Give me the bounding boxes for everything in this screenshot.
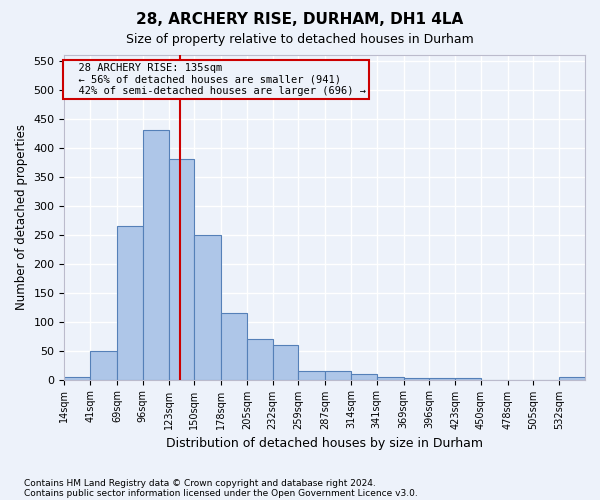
Bar	[559, 376, 585, 380]
Text: Size of property relative to detached houses in Durham: Size of property relative to detached ho…	[126, 32, 474, 46]
Bar	[404, 378, 429, 380]
Bar	[377, 376, 404, 380]
Y-axis label: Number of detached properties: Number of detached properties	[15, 124, 28, 310]
Bar	[247, 339, 272, 380]
Bar	[143, 130, 169, 380]
Bar	[325, 371, 351, 380]
Bar	[429, 378, 455, 380]
Bar	[272, 345, 298, 380]
Bar	[194, 234, 221, 380]
Bar	[221, 313, 247, 380]
Bar	[298, 371, 325, 380]
Bar	[455, 378, 481, 380]
Text: Contains public sector information licensed under the Open Government Licence v3: Contains public sector information licen…	[24, 488, 418, 498]
Text: 28 ARCHERY RISE: 135sqm
  ← 56% of detached houses are smaller (941)
  42% of se: 28 ARCHERY RISE: 135sqm ← 56% of detache…	[67, 63, 367, 96]
X-axis label: Distribution of detached houses by size in Durham: Distribution of detached houses by size …	[166, 437, 483, 450]
Bar	[169, 160, 194, 380]
Bar	[90, 350, 117, 380]
Bar	[117, 226, 143, 380]
Text: Contains HM Land Registry data © Crown copyright and database right 2024.: Contains HM Land Registry data © Crown c…	[24, 478, 376, 488]
Bar	[351, 374, 377, 380]
Bar	[64, 376, 90, 380]
Text: 28, ARCHERY RISE, DURHAM, DH1 4LA: 28, ARCHERY RISE, DURHAM, DH1 4LA	[136, 12, 464, 28]
